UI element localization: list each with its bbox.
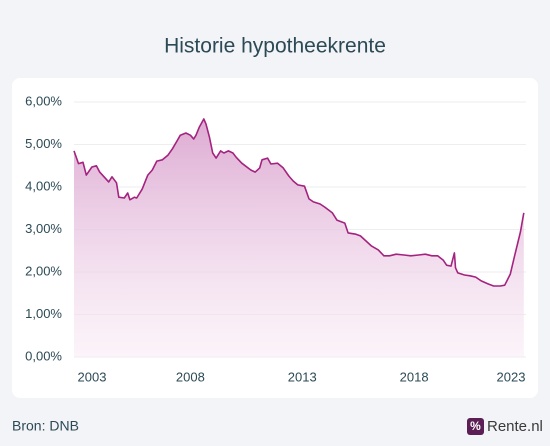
line: [73, 118, 525, 287]
plot: 0,00% 1,00% 2,00% 3,00% 4,00% 5,00% 6,00% 2003 2…: [25, 93, 526, 384]
y-tick-label: 0,00%: [25, 348, 62, 363]
x-tick-label: 2023: [497, 369, 526, 384]
logo-icon-box: [467, 418, 484, 435]
y-tick-label: 2,00%: [25, 263, 62, 278]
x-tick-label: 2003: [78, 369, 107, 384]
y-tick-label: 5,00%: [25, 136, 62, 151]
y-tick-label: 1,00%: [25, 306, 62, 321]
chart-title: Historie hypotheekrente: [164, 35, 386, 58]
y-tick-label: 4,00%: [25, 178, 62, 193]
y-tick-label: 3,00%: [25, 221, 62, 236]
y-tick-label: 6,00%: [25, 93, 62, 108]
source: Bron: DNB: [12, 418, 79, 434]
x-tick-label: 2008: [176, 369, 205, 384]
area: [74, 119, 524, 357]
logo-icon: %: [470, 419, 481, 433]
x-tick-label: 2013: [288, 369, 317, 384]
logo: Rente.nl: [487, 418, 543, 435]
x-tick-label: 2018: [400, 369, 429, 384]
